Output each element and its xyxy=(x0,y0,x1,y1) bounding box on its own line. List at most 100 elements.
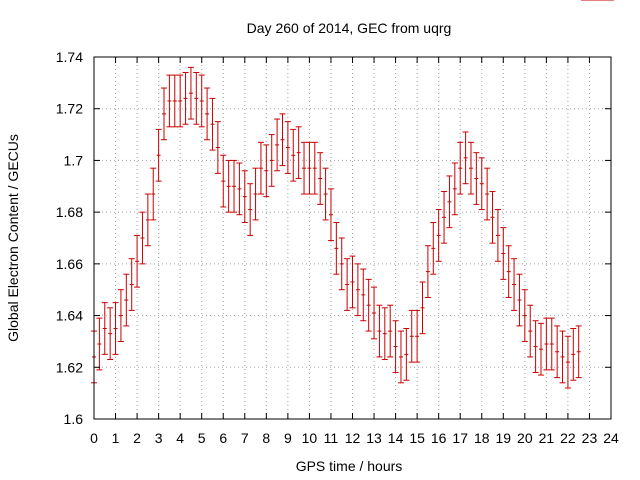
data-point xyxy=(236,162,243,216)
x-tick-label: 1 xyxy=(112,430,120,446)
y-tick-label: 1.7 xyxy=(64,152,84,168)
data-point xyxy=(317,152,324,205)
x-tick-label: 4 xyxy=(176,430,184,446)
data-point xyxy=(290,128,297,182)
x-tick-label: 18 xyxy=(474,430,490,446)
x-tick-labels: 0 1 2 3 4 5 6 7 8 9 10 11 12 13 14 15 16 17 18 19 20 21 22 23 24 xyxy=(90,430,619,446)
data-point xyxy=(155,128,162,182)
x-tick-label: 10 xyxy=(302,430,318,446)
data-point xyxy=(516,273,523,327)
data-point xyxy=(457,141,464,195)
y-tick-label: 1.72 xyxy=(56,101,83,117)
data-point xyxy=(430,221,437,275)
data-point xyxy=(408,309,415,363)
data-point xyxy=(284,121,291,174)
axis-ticks xyxy=(93,56,612,420)
data-point xyxy=(327,188,334,242)
data-point xyxy=(575,325,582,379)
y-tick-label: 1.68 xyxy=(56,204,83,220)
x-axis-label: GPS time / hours xyxy=(296,458,403,474)
data-point xyxy=(117,289,124,342)
data-point xyxy=(570,328,577,381)
data-point xyxy=(128,258,135,311)
data-point xyxy=(381,307,388,361)
data-point xyxy=(559,330,566,384)
y-tick-label: 1.66 xyxy=(56,256,83,272)
data-point xyxy=(403,328,410,381)
data-point xyxy=(107,307,114,361)
data-point xyxy=(306,141,313,195)
x-tick-label: 15 xyxy=(409,430,425,446)
data-point xyxy=(274,118,281,172)
data-point xyxy=(333,221,340,275)
x-tick-label: 6 xyxy=(219,430,227,446)
data-point xyxy=(511,258,518,311)
data-point xyxy=(376,304,383,358)
data-point xyxy=(204,87,211,141)
data-point xyxy=(387,304,394,358)
x-tick-label: 19 xyxy=(496,430,512,446)
data-point xyxy=(123,273,130,327)
x-tick-label: 9 xyxy=(284,430,292,446)
x-tick-label: 21 xyxy=(539,430,555,446)
data-point xyxy=(247,183,254,236)
y-tick-label: 1.62 xyxy=(56,359,83,375)
data-point xyxy=(252,167,259,221)
data-point xyxy=(161,87,168,141)
data-point xyxy=(96,317,103,371)
data-point xyxy=(441,190,448,244)
data-point xyxy=(187,66,194,120)
data-point xyxy=(177,74,184,128)
error-bars xyxy=(91,0,614,389)
data-point xyxy=(414,309,421,363)
data-point xyxy=(360,268,367,322)
x-tick-label: 3 xyxy=(155,430,163,446)
chart-title: Day 260 of 2014, GEC from uqrg xyxy=(247,20,452,36)
x-tick-label: 11 xyxy=(324,430,339,446)
data-point xyxy=(521,289,528,342)
y-axis-label: Global Electron Content / GECUs xyxy=(5,134,21,342)
data-point xyxy=(311,141,318,195)
data-point xyxy=(134,234,141,288)
x-tick-label: 17 xyxy=(452,430,468,446)
data-point xyxy=(193,72,200,125)
data-point xyxy=(543,317,550,371)
data-point xyxy=(467,141,474,195)
data-point xyxy=(424,245,431,298)
data-point xyxy=(225,159,232,213)
data-point xyxy=(505,245,512,298)
data-point xyxy=(451,162,458,216)
data-point xyxy=(263,144,270,198)
data-point xyxy=(214,121,221,174)
data-point xyxy=(548,317,555,371)
data-point xyxy=(209,97,216,151)
data-point xyxy=(494,209,501,262)
x-tick-label: 2 xyxy=(133,430,141,446)
data-point xyxy=(344,258,351,311)
data-point xyxy=(462,131,469,185)
data-point xyxy=(435,209,442,262)
data-point xyxy=(144,193,151,247)
data-point xyxy=(279,113,286,167)
data-point xyxy=(112,302,119,355)
data-point xyxy=(322,167,329,221)
data-point xyxy=(231,159,238,213)
data-point xyxy=(365,278,372,332)
x-tick-label: 23 xyxy=(582,430,598,446)
data-point xyxy=(564,335,571,389)
y-tick-labels: 1.6 1.62 1.64 1.66 1.68 1.7 1.72 1.74 xyxy=(56,49,83,427)
data-point xyxy=(392,320,399,373)
data-point xyxy=(527,304,534,358)
data-point xyxy=(171,74,178,128)
x-tick-label: 5 xyxy=(198,430,206,446)
y-tick-label: 1.74 xyxy=(56,49,83,65)
x-tick-label: 0 xyxy=(90,430,98,446)
data-point xyxy=(500,227,507,280)
x-tick-label: 24 xyxy=(603,430,619,446)
x-tick-label: 20 xyxy=(517,430,533,446)
data-point xyxy=(182,72,189,125)
x-tick-label: 7 xyxy=(241,430,249,446)
data-point xyxy=(349,255,356,309)
x-tick-label: 22 xyxy=(560,430,576,446)
data-point xyxy=(241,170,248,223)
